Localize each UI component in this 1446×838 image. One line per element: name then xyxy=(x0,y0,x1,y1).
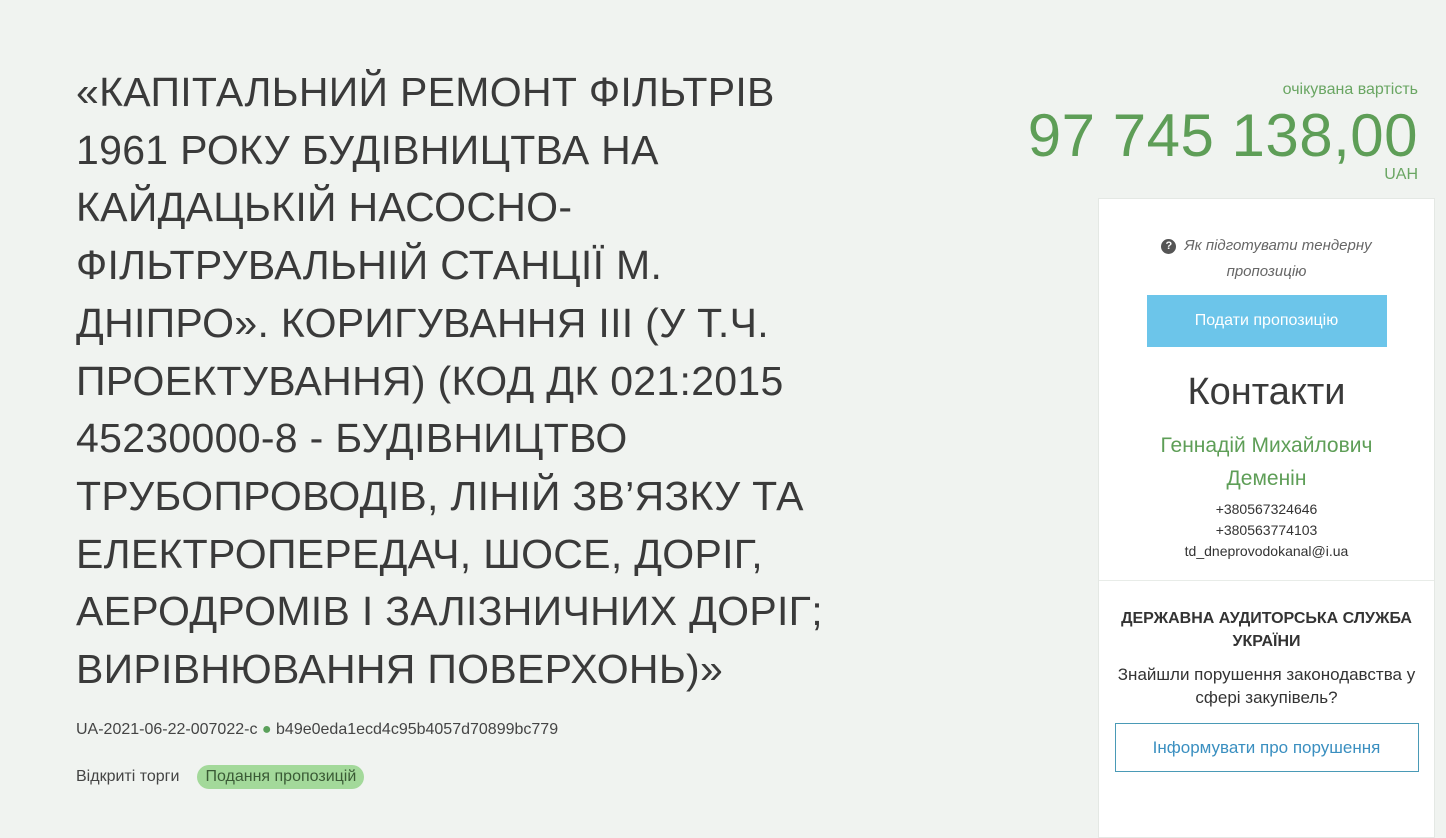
procedure-type: Відкриті торги xyxy=(76,767,180,785)
currency: UAH xyxy=(1384,166,1418,183)
title-line: ДНІПРО». КОРИГУВАННЯ ІІІ (У Т.Ч. xyxy=(76,299,769,346)
tender-main: «КАПІТАЛЬНИЙ РЕМОНТ ФІЛЬТРІВ 1961 РОКУ Б… xyxy=(76,64,976,789)
contact-name: Геннадій Михайлович Деменін xyxy=(1160,434,1373,490)
title-line: КАЙДАЦЬКІЙ НАСОСНО- xyxy=(76,184,573,231)
contact-phone: +380563774103 xyxy=(1215,522,1318,538)
tender-title: «КАПІТАЛЬНИЙ РЕМОНТ ФІЛЬТРІВ 1961 РОКУ Б… xyxy=(76,64,976,699)
title-line: ЕЛЕКТРОПЕРЕДАЧ, ШОСЕ, ДОРІГ, xyxy=(76,530,763,577)
title-line: 1961 РОКУ БУДІВНИЦТВА НА xyxy=(76,126,659,173)
report-violation-button[interactable]: Інформувати про порушення xyxy=(1114,723,1419,772)
audit-question: Знайшли порушення законодавства у сфері … xyxy=(1117,665,1416,707)
title-line: АЕРОДРОМІВ І ЗАЛІЗНИЧНИХ ДОРІГ; xyxy=(76,588,823,635)
audit-service-heading: ДЕРЖАВНА АУДИТОРСЬКА СЛУЖБА УКРАЇНИ xyxy=(1121,610,1412,650)
title-line: ПРОЕКТУВАННЯ) (КОД ДК 021:2015 xyxy=(76,357,784,404)
expected-value-amount: 97 745 138,00 xyxy=(1027,102,1418,169)
status-badge: Подання пропозицій xyxy=(197,764,365,789)
sidebar-panel: ? Як підготувати тендерну пропозицію Пода… xyxy=(1098,198,1435,838)
howto-link[interactable]: ? Як підготувати тендерну пропозицію xyxy=(1137,233,1397,285)
question-circle-icon: ? xyxy=(1161,239,1177,254)
contact-info: +380567324646 +380563774103 td_dneprovod… xyxy=(1185,499,1349,562)
tender-identifiers: UA-2021-06-22-007022-c ● b49e0eda1ecd4c9… xyxy=(76,719,976,741)
procedure-row: Відкриті торги Подання пропозицій xyxy=(76,764,976,789)
title-line: «КАПІТАЛЬНИЙ РЕМОНТ ФІЛЬТРІВ xyxy=(76,69,775,115)
contact-phone: +380567324646 xyxy=(1215,501,1318,517)
title-line: ФІЛЬТРУВАЛЬНІЙ СТАНЦІЇ М. xyxy=(76,242,663,289)
contacts-heading: Контакти xyxy=(1187,371,1346,413)
submit-bid-button[interactable]: Подати пропозицію xyxy=(1146,295,1387,347)
howto-label[interactable]: Як підготувати тендерну пропозицію xyxy=(1184,237,1372,280)
expected-value-label: очікувана вартість xyxy=(1282,81,1418,98)
title-line: 45230000-8 - БУДІВНИЦТВО xyxy=(76,415,628,462)
separator-dot-icon: ● xyxy=(261,720,272,738)
title-line: ТРУБОПРОВОДІВ, ЛІНІЙ ЗВ’ЯЗКУ ТА xyxy=(76,472,804,519)
tender-hash: b49e0eda1ecd4c95b4057d70899bc779 xyxy=(276,720,559,738)
contact-email[interactable]: td_dneprovodokanal@i.ua xyxy=(1184,543,1349,559)
title-line: ВИРІВНЮВАННЯ ПОВЕРХОНЬ)» xyxy=(76,646,724,693)
tender-id: UA-2021-06-22-007022-c xyxy=(76,720,258,738)
divider xyxy=(1099,580,1434,581)
